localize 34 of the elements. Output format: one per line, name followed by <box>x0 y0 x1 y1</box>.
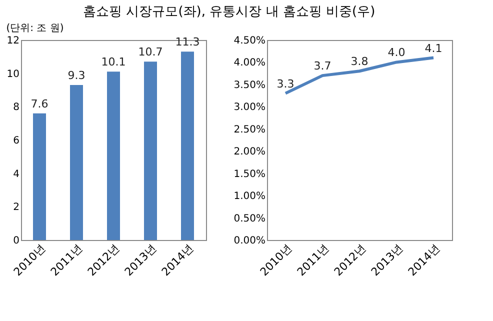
y-tick-label: 3.50% <box>234 80 266 91</box>
chart-title: 홈쇼핑 시장규모(좌), 유통시장 내 홈쇼핑 비중(우) <box>83 4 376 20</box>
text: (단위: 조 원) <box>6 23 64 34</box>
data-label: 3.7 <box>314 60 332 73</box>
bar <box>70 85 83 240</box>
y-tick-label: 2.00% <box>234 146 266 158</box>
y-tick-label: 12 <box>6 36 20 46</box>
y-tick-label: 3.00% <box>234 102 266 114</box>
data-label: 11.3 <box>175 36 200 49</box>
y-tick-label: 0.50% <box>234 213 266 224</box>
data-label: 3.3 <box>276 77 294 90</box>
bar <box>144 62 157 240</box>
y-tick-label: 0 <box>13 236 20 246</box>
y-tick-label: 4.50% <box>234 36 266 46</box>
y-tick-label: 2 <box>13 202 20 214</box>
y-tick-label: 0.00% <box>234 236 266 246</box>
data-label: 10.7 <box>138 46 163 59</box>
bar <box>107 72 120 240</box>
y-tick-label: 1.50% <box>234 168 266 180</box>
y-tick-label: 2.50% <box>234 124 266 136</box>
y-tick-label: 10 <box>6 68 20 80</box>
bar <box>33 113 46 240</box>
y-tick-label: 4.00% <box>234 58 266 69</box>
data-label: 7.6 <box>30 97 48 110</box>
bar <box>181 52 194 240</box>
y-tick-label: 6 <box>13 136 20 146</box>
data-label: 9.3 <box>68 69 86 82</box>
y-tick-label: 8 <box>13 102 20 114</box>
data-label: 4.1 <box>424 42 442 55</box>
y-tick-label: 4 <box>13 168 20 180</box>
y-tick-label: 1.00% <box>234 191 266 202</box>
data-label: 10.1 <box>101 56 126 69</box>
data-label: 4.0 <box>388 46 406 60</box>
data-label: 3.8 <box>350 55 368 68</box>
